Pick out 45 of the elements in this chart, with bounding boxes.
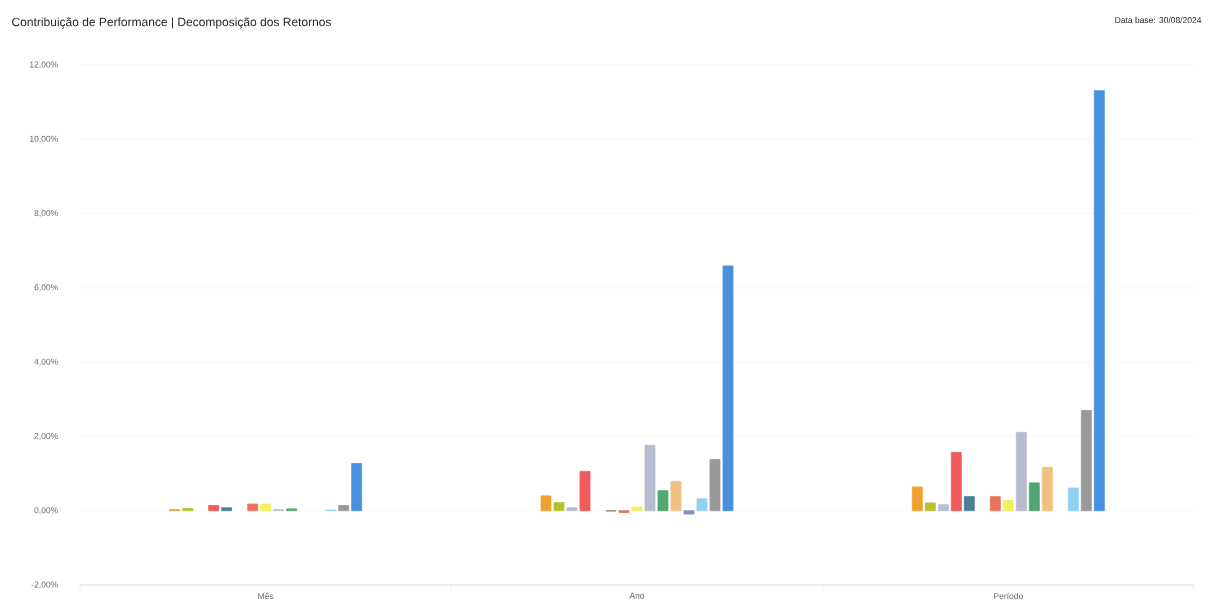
bar — [911, 486, 923, 512]
bar — [989, 496, 1001, 512]
bar — [670, 480, 682, 512]
bar — [260, 503, 272, 512]
text: Data base: 30/08/2024 — [1115, 16, 1202, 24]
y-tick-label: 10,00% — [30, 135, 58, 143]
bar — [1041, 466, 1053, 512]
bar — [1015, 431, 1027, 512]
bar — [696, 498, 708, 512]
bar — [709, 459, 721, 512]
chart-title: Contribuição de Performance | Decomposição dos Retornos — [12, 17, 331, 29]
bar — [950, 452, 962, 512]
bar — [182, 508, 194, 512]
bar — [540, 495, 552, 512]
bar — [1093, 90, 1105, 512]
x-tick-label: Ano — [629, 592, 645, 599]
bar — [1080, 410, 1092, 512]
bar — [566, 507, 578, 512]
y-tick-label: 12,00% — [30, 61, 58, 69]
bar — [644, 444, 656, 512]
bar — [247, 503, 259, 512]
bar — [579, 470, 591, 512]
bar — [351, 463, 363, 512]
x-tick-label: Período — [994, 592, 1023, 600]
bar — [221, 507, 233, 512]
bar — [963, 496, 975, 512]
bar — [1028, 482, 1040, 512]
bar — [338, 505, 350, 512]
bar — [1002, 499, 1014, 512]
y-tick-label: 2,00% — [34, 432, 58, 440]
bar — [553, 502, 565, 512]
y-tick-label: 6,00% — [34, 284, 58, 292]
bar — [631, 506, 643, 512]
bar — [208, 505, 220, 512]
bar — [683, 510, 695, 515]
bar — [657, 490, 669, 512]
y-tick-label: 4,00% — [34, 358, 58, 366]
y-tick-label: 8,00% — [34, 210, 58, 218]
x-tick-label: Mês — [258, 592, 274, 600]
y-tick-label: -2,00% — [31, 581, 58, 589]
y-tick-label: 0,00% — [34, 507, 58, 515]
bar — [722, 265, 734, 512]
bar — [924, 502, 936, 512]
bar — [1067, 487, 1079, 512]
bar — [937, 504, 949, 512]
